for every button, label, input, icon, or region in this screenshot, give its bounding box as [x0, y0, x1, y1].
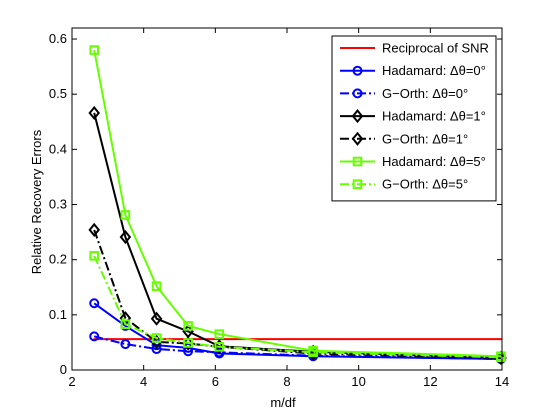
data-point [120, 339, 131, 350]
legend: Reciprocal of SNR Hadamard: Δθ=0° G−Orth: … [331, 35, 497, 202]
x-tick-label: 14 [495, 374, 509, 389]
data-point [89, 298, 100, 309]
data-point [89, 45, 100, 55]
legend-label: Hadamard: Δθ=0° [382, 63, 486, 78]
y-tick-label: 0.6 [49, 31, 67, 46]
data-point [151, 333, 162, 343]
y-tick-label: 0.1 [49, 307, 67, 322]
data-point [496, 352, 506, 363]
data-point [183, 338, 193, 348]
data-point [88, 105, 101, 121]
y-tick-label: 0 [60, 362, 67, 377]
legend-marker [352, 65, 363, 76]
y-axis-label: Relative Recovery Errors [29, 129, 44, 274]
data-point [88, 222, 101, 237]
legend-entry: Hadamard: Δθ=1° [340, 109, 486, 124]
y-tick-label: 0.3 [49, 197, 67, 212]
x-tick-label: 10 [351, 374, 365, 389]
legend-marker [351, 131, 364, 146]
legend-entry: Hadamard: Δθ=5° [340, 154, 486, 169]
data-point [120, 319, 131, 330]
data-point [214, 329, 225, 339]
data-point [89, 251, 100, 261]
legend-entry: G−Orth: Δθ=5° [340, 177, 468, 192]
legend-marker [351, 109, 364, 124]
data-point [214, 347, 225, 358]
data-point [151, 281, 162, 291]
x-tick-label: 8 [283, 374, 290, 389]
data-point [120, 210, 131, 220]
y-tick-label: 0.4 [49, 141, 67, 156]
axes: 2 4 6 8 10 12 14 0 0.1 0.2 0.3 0.4 0.5 0.6 [49, 27, 509, 389]
data-point [151, 344, 162, 355]
series-line [93, 112, 501, 359]
legend-label: Hadamard: Δθ=1° [382, 109, 486, 124]
legend-entry: G−Orth: Δθ=1° [340, 131, 468, 146]
data-point [89, 331, 100, 342]
legend-label: Reciprocal of SNR [382, 41, 489, 56]
legend-label: Hadamard: Δθ=5° [382, 154, 486, 169]
legend-marker [352, 156, 363, 167]
y-tick-label: 0.2 [49, 252, 67, 267]
data-point [150, 311, 163, 326]
series-6 [89, 251, 506, 363]
legend-entry: Hadamard: Δθ=0° [340, 63, 486, 78]
y-tick-label: 0.5 [49, 86, 67, 101]
data-point [119, 229, 132, 245]
legend-entry: Reciprocal of SNR [340, 41, 489, 56]
x-tick-label: 2 [68, 374, 75, 389]
legend-marker [352, 88, 363, 99]
series-line [93, 255, 501, 359]
x-tick-label: 12 [423, 374, 437, 389]
data-point [308, 347, 318, 358]
plot-lines [88, 45, 507, 365]
legend-marker [352, 179, 363, 189]
x-tick-label: 4 [140, 374, 147, 389]
data-point [214, 342, 225, 352]
legend-label: G−Orth: Δθ=5° [382, 177, 468, 192]
legend-label: G−Orth: Δθ=1° [382, 131, 468, 146]
legend-label: G−Orth: Δθ=0° [382, 86, 468, 101]
x-tick-label: 6 [212, 374, 219, 389]
data-point [183, 321, 193, 331]
series-line [93, 49, 501, 358]
legend-entry: G−Orth: Δθ=0° [340, 86, 468, 101]
x-axis-label: m/df [270, 395, 296, 410]
